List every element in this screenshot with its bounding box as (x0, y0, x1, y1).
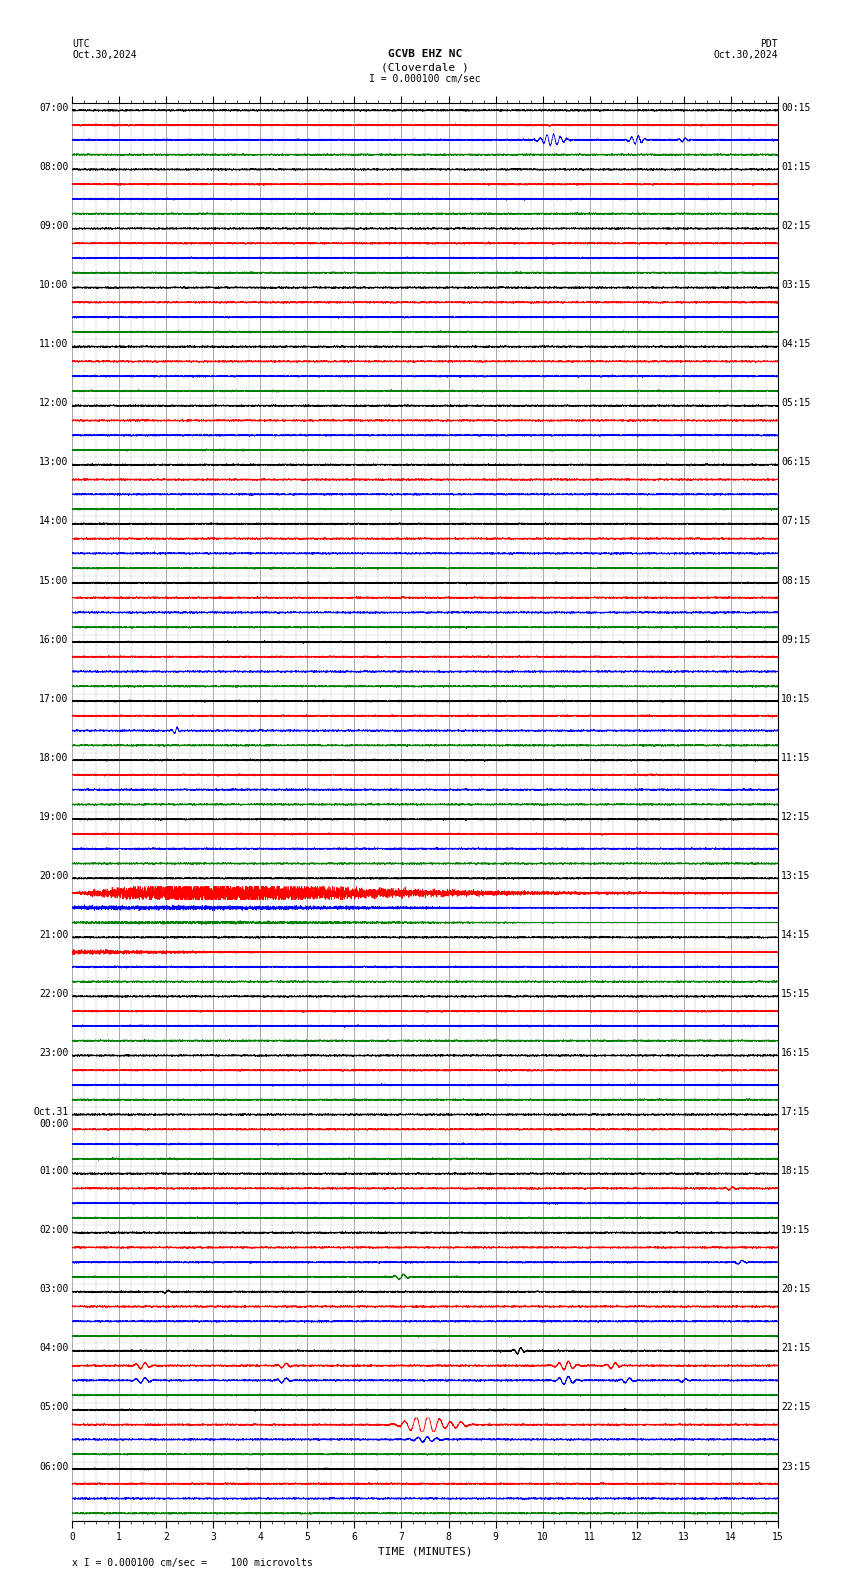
Text: 20:00: 20:00 (39, 871, 69, 881)
Text: Oct.30,2024: Oct.30,2024 (713, 51, 778, 60)
Text: 15:15: 15:15 (781, 988, 811, 1000)
Text: Oct.31
00:00: Oct.31 00:00 (33, 1107, 69, 1129)
Text: 17:15: 17:15 (781, 1107, 811, 1117)
Text: 21:00: 21:00 (39, 930, 69, 939)
Text: 08:00: 08:00 (39, 162, 69, 173)
Text: UTC: UTC (72, 40, 90, 49)
Text: 22:00: 22:00 (39, 988, 69, 1000)
Text: I = 0.000100 cm/sec: I = 0.000100 cm/sec (369, 74, 481, 84)
Text: 10:15: 10:15 (781, 694, 811, 703)
Text: 06:15: 06:15 (781, 458, 811, 467)
Text: 10:00: 10:00 (39, 280, 69, 290)
Text: 04:15: 04:15 (781, 339, 811, 348)
Text: 20:15: 20:15 (781, 1285, 811, 1294)
Text: 02:15: 02:15 (781, 222, 811, 231)
Text: 11:00: 11:00 (39, 339, 69, 348)
Text: 17:00: 17:00 (39, 694, 69, 703)
Text: 14:00: 14:00 (39, 516, 69, 526)
Text: 23:15: 23:15 (781, 1462, 811, 1472)
Text: 09:00: 09:00 (39, 222, 69, 231)
Text: 21:15: 21:15 (781, 1343, 811, 1353)
Text: 01:15: 01:15 (781, 162, 811, 173)
Text: 07:00: 07:00 (39, 103, 69, 112)
Text: 04:00: 04:00 (39, 1343, 69, 1353)
Text: PDT: PDT (760, 40, 778, 49)
Text: 05:15: 05:15 (781, 398, 811, 409)
Text: 18:00: 18:00 (39, 752, 69, 763)
Text: 16:15: 16:15 (781, 1049, 811, 1058)
Text: Oct.30,2024: Oct.30,2024 (72, 51, 137, 60)
Text: 23:00: 23:00 (39, 1049, 69, 1058)
Text: 19:15: 19:15 (781, 1226, 811, 1236)
Text: 02:00: 02:00 (39, 1226, 69, 1236)
Text: 12:15: 12:15 (781, 811, 811, 822)
X-axis label: TIME (MINUTES): TIME (MINUTES) (377, 1546, 473, 1557)
Text: 03:15: 03:15 (781, 280, 811, 290)
Text: 03:00: 03:00 (39, 1285, 69, 1294)
Text: 00:15: 00:15 (781, 103, 811, 112)
Text: 08:15: 08:15 (781, 575, 811, 586)
Text: 15:00: 15:00 (39, 575, 69, 586)
Text: 09:15: 09:15 (781, 635, 811, 645)
Text: GCVB EHZ NC: GCVB EHZ NC (388, 49, 462, 59)
Text: 16:00: 16:00 (39, 635, 69, 645)
Text: 01:00: 01:00 (39, 1166, 69, 1177)
Text: 12:00: 12:00 (39, 398, 69, 409)
Text: 18:15: 18:15 (781, 1166, 811, 1177)
Text: 05:00: 05:00 (39, 1402, 69, 1413)
Text: x I = 0.000100 cm/sec =    100 microvolts: x I = 0.000100 cm/sec = 100 microvolts (72, 1559, 313, 1568)
Text: 14:15: 14:15 (781, 930, 811, 939)
Text: 07:15: 07:15 (781, 516, 811, 526)
Text: 13:00: 13:00 (39, 458, 69, 467)
Text: (Cloverdale ): (Cloverdale ) (381, 63, 469, 73)
Text: 13:15: 13:15 (781, 871, 811, 881)
Text: 19:00: 19:00 (39, 811, 69, 822)
Text: 22:15: 22:15 (781, 1402, 811, 1413)
Text: 06:00: 06:00 (39, 1462, 69, 1472)
Text: 11:15: 11:15 (781, 752, 811, 763)
